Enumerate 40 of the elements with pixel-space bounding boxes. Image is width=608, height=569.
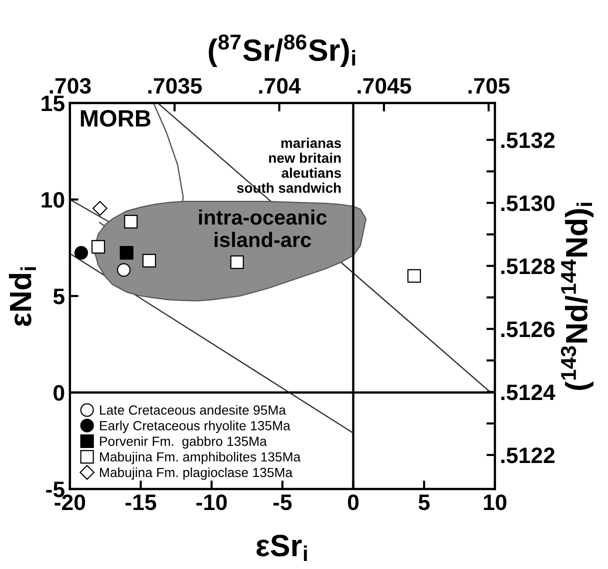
annotation: MORB xyxy=(80,110,150,127)
y-tick-label: 15 xyxy=(42,96,64,112)
y-tick-label: 0 xyxy=(54,385,64,401)
y2-tick-label: .5128 xyxy=(501,258,555,274)
point xyxy=(124,214,138,228)
point xyxy=(91,240,106,254)
x2-tick-label: .704 xyxy=(259,78,301,94)
x2-tick-label: .705 xyxy=(468,78,510,94)
x-tick-label: 5 xyxy=(418,494,430,510)
annotation: intra-oceanic island-arc xyxy=(199,209,327,248)
legend-label: Mabujina Fm. plagioclase 135Ma xyxy=(100,467,293,480)
legend-label: Early Cretaceous rhyolite 135Ma xyxy=(100,420,290,433)
point xyxy=(230,255,244,270)
point xyxy=(142,254,156,268)
y2-tick-label: .5130 xyxy=(501,195,554,212)
point xyxy=(92,200,108,216)
y2-tick-label: .5132 xyxy=(501,132,554,148)
legend-label: Porvenir Fm. gabbro 135Ma xyxy=(100,436,267,449)
x-tick-label: -10 xyxy=(196,494,227,510)
x-tick-label: -5 xyxy=(273,494,292,510)
y2-axis-title: ($^{143}$Nd/$^{144}$Nd)$_{i}$ xyxy=(560,202,594,390)
x-tick-label: 10 xyxy=(484,494,506,510)
y-tick-label: 10 xyxy=(42,192,64,208)
x-axis-title: εSr$_{i}$ xyxy=(256,534,307,561)
point xyxy=(74,246,88,260)
point xyxy=(116,263,131,277)
legend-label: Late Cretaceous andesite 95Ma xyxy=(100,405,286,415)
legend-label: Mabujina Fm. amphibolites 135Ma xyxy=(100,452,301,464)
y2-tick-label: .5124 xyxy=(501,384,556,400)
y2-tick-label: .5122 xyxy=(501,448,554,464)
y2-tick-label: .5126 xyxy=(501,321,555,338)
y-tick-label: 5 xyxy=(53,288,64,304)
point xyxy=(120,246,134,260)
x-tick-label: 0 xyxy=(348,494,359,510)
x2-axis-title: ($^{87}$Sr/$^{86}$Sr)$_{i}$ xyxy=(208,34,356,68)
x2-tick-label: .703 xyxy=(50,78,91,94)
x2-tick-label: .7045 xyxy=(358,78,412,94)
y-axis-title: εNd$_{i}$ xyxy=(8,267,36,326)
x-tick-label: -15 xyxy=(126,494,156,510)
x2-tick-label: .7035 xyxy=(148,78,202,94)
